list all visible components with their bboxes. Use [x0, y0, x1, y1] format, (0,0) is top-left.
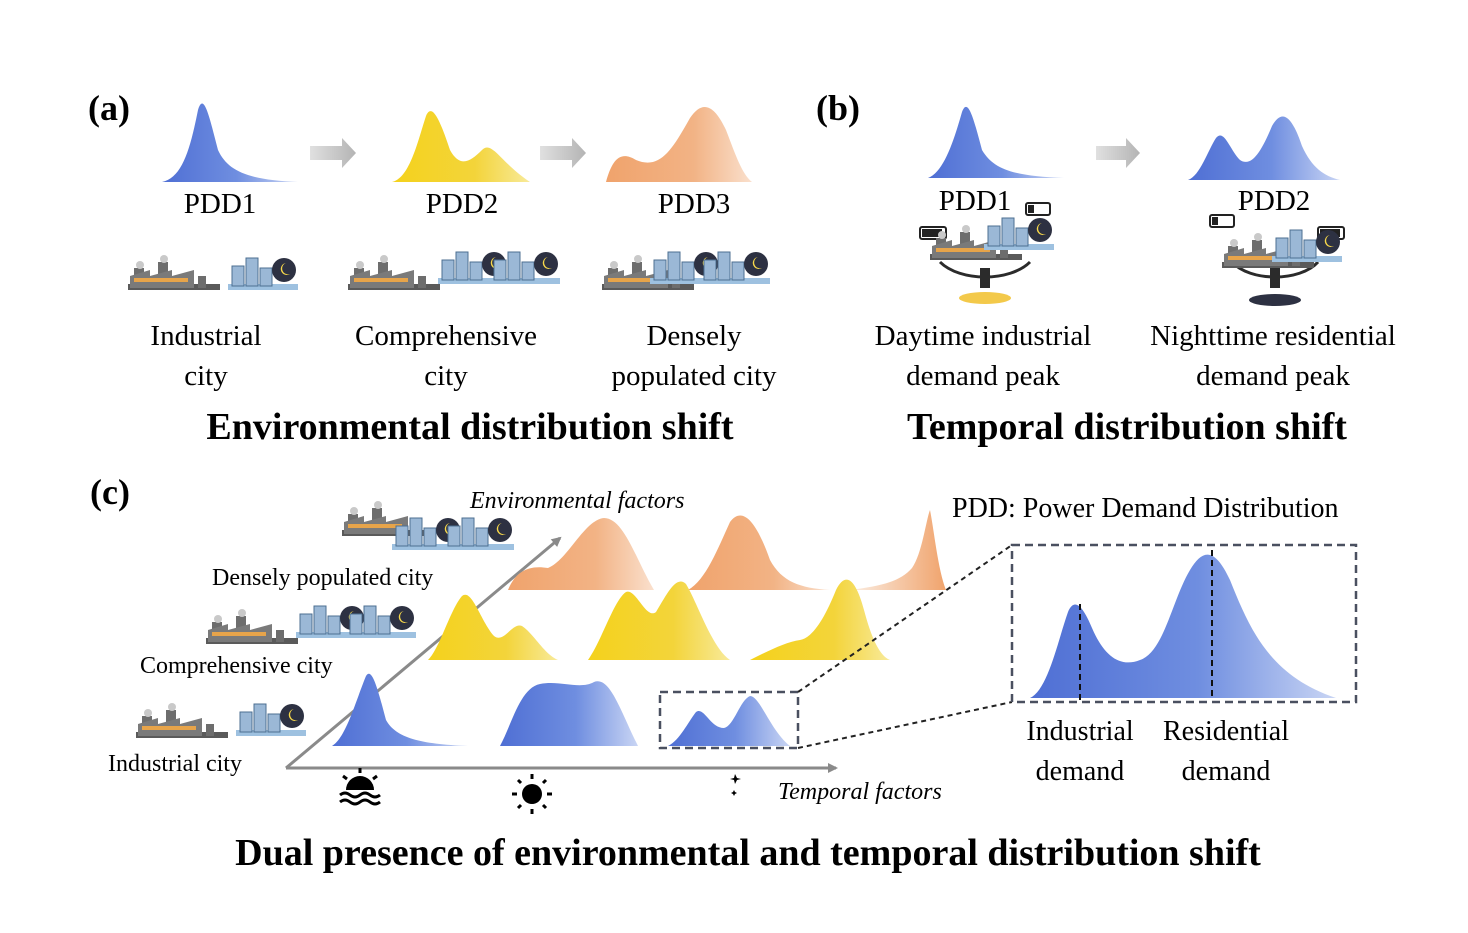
pdd1-daytime-curve — [928, 106, 1064, 178]
panel-b-title: Temporal distribution shift — [907, 406, 1347, 448]
factory-icon — [136, 703, 228, 738]
pdd-curve — [508, 518, 654, 590]
densely-populated-city-label: Densely populated city — [611, 320, 777, 392]
arrow-icon — [540, 138, 586, 168]
residential-demand-label: Residential demand — [1163, 716, 1289, 787]
industrial-city-label: Industrial city — [150, 320, 262, 392]
scale-icon — [930, 217, 1055, 304]
pdd2-nighttime-curve — [1188, 116, 1340, 180]
industrial-demand-label: Industrial demand — [1026, 716, 1134, 787]
pdd2-label: PDD2 — [425, 188, 499, 220]
pdd-curve — [428, 594, 558, 660]
city-night-icon — [983, 217, 1055, 251]
pdd-curve — [588, 581, 730, 660]
city-night-icon — [227, 257, 299, 291]
comprehensive-city-label: Comprehensive city — [354, 320, 538, 392]
environmental-axis-label: Environmental factors — [470, 488, 685, 514]
nighttime-peak-label: Nighttime residential demand peak — [1150, 320, 1396, 392]
sunrise-icon — [339, 768, 381, 806]
pdd3-curve — [606, 106, 752, 182]
pdd-curve — [850, 510, 946, 590]
panel-a-tag: (a) — [88, 88, 130, 128]
city-night-icon — [235, 703, 307, 737]
pdd2-curve — [392, 111, 530, 182]
pdd-curve — [332, 673, 468, 746]
zoom-target-box — [1010, 543, 1358, 704]
panel-c-time-icons — [339, 768, 741, 814]
pdd2-label: PDD2 — [1237, 185, 1311, 217]
panel-a-arrows — [310, 138, 586, 168]
panel-c-row-yellow — [428, 579, 890, 660]
pdd-curve — [668, 696, 790, 746]
pdd-curve — [500, 681, 638, 746]
pdd3-label: PDD3 — [657, 188, 731, 220]
arrow-icon — [1096, 138, 1140, 168]
panel-c-row-orange — [508, 510, 946, 590]
moon-icon — [709, 774, 741, 803]
scale-icon — [1222, 229, 1343, 306]
panel-c-tag: (c) — [90, 472, 130, 512]
battery-icon — [919, 202, 1051, 240]
panel-b-icons — [919, 202, 1345, 306]
sun-icon — [512, 774, 552, 814]
factory-icon — [206, 609, 298, 644]
panel-a-icons — [128, 251, 771, 291]
temporal-axis-label: Temporal factors — [778, 779, 942, 805]
pdd1-label: PDD1 — [938, 185, 1012, 217]
factory-icon — [348, 255, 440, 290]
zoom-callout — [658, 543, 1358, 750]
pdd-legend: PDD: Power Demand Distribution — [952, 493, 1339, 524]
panel-a-title: Environmental distribution shift — [206, 406, 734, 448]
industrial-city-label: Industrial city — [108, 751, 242, 777]
factory-icon — [128, 255, 220, 290]
panel-b-curves — [928, 106, 1340, 180]
zoomed-pdd-curve — [1030, 554, 1336, 698]
panel-b-tag: (b) — [816, 88, 860, 128]
pdd1-curve — [162, 103, 298, 182]
panel-a-curves — [162, 103, 752, 182]
zoom-source-box — [658, 690, 800, 750]
environmental-axis — [285, 536, 562, 770]
comprehensive-city-label: Comprehensive city — [140, 653, 333, 679]
panel-c-row-blue — [332, 673, 790, 746]
city-night-icon — [1271, 229, 1343, 263]
pdd-curve — [688, 515, 830, 590]
pdd1-label: PDD1 — [183, 188, 257, 220]
pdd-curve — [750, 579, 890, 660]
daytime-peak-label: Daytime industrial demand peak — [874, 320, 1092, 392]
panel-c-title: Dual presence of environmental and tempo… — [235, 832, 1261, 874]
densely-populated-city-label: Densely populated city — [212, 565, 434, 591]
panel-c-axes — [285, 536, 838, 773]
arrow-icon — [310, 138, 356, 168]
